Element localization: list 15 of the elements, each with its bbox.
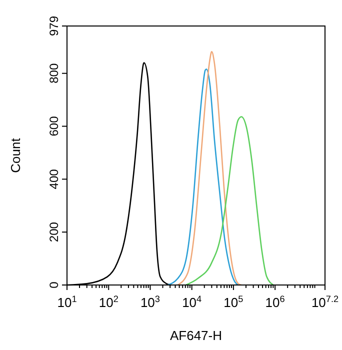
y-tick-label: 600 [47,116,61,136]
x-tick-label: 10$^{3}$ [140,294,160,310]
x-tick-label: 10$^{4}$ [182,294,202,310]
y-axis-title: Count [8,138,23,173]
x-tick-label: 10$^{7.2}$ [311,294,339,310]
y-tick-label: 400 [47,168,61,190]
y-tick-label: 800 [47,63,61,84]
x-tick-label: 10$^{2}$ [98,294,118,310]
x-axis-title: AF647-H [170,328,222,343]
y-tick-label: 200 [47,222,61,242]
y-tick-label: 0 [47,281,61,288]
y-tick-label: 979 [47,16,61,36]
x-tick-label: 10$^{5}$ [224,294,244,310]
x-tick-label: 10$^{6}$ [265,294,285,310]
x-tick-label: 10$^{1}$ [57,294,77,310]
